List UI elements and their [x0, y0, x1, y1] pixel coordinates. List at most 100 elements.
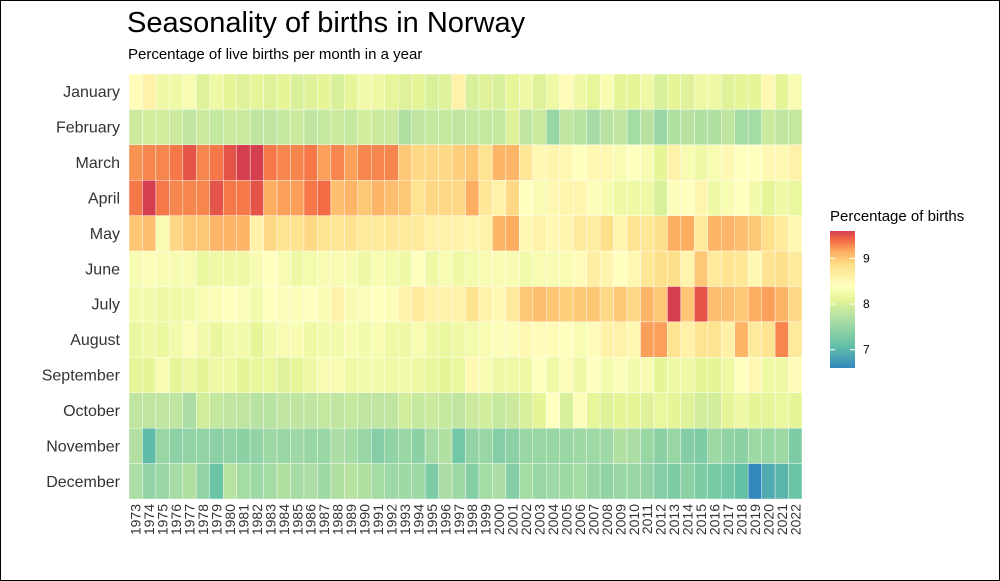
x-tick-label: 1996 [437, 504, 453, 535]
heatmap-cell [128, 427, 143, 464]
heatmap-cell [492, 286, 507, 323]
heatmap-cell [667, 392, 682, 429]
heatmap-cell [209, 286, 224, 323]
heatmap-cell [411, 180, 426, 216]
heatmap-cell [317, 427, 332, 464]
heatmap-cell [572, 180, 587, 216]
heatmap-cell [613, 215, 628, 252]
x-tick-label: 2016 [707, 504, 723, 535]
heatmap-cell [142, 286, 157, 323]
x-tick-label: 1984 [276, 504, 292, 535]
heatmap-cell [330, 286, 345, 323]
heatmap-cell [465, 109, 480, 146]
heatmap-cell [236, 427, 251, 464]
heatmap-cell [357, 215, 372, 252]
heatmap-cell [667, 215, 682, 252]
heatmap-cell [680, 357, 695, 393]
heatmap-cell [572, 286, 587, 323]
heatmap-cell [626, 109, 641, 146]
heatmap-cell [640, 286, 655, 323]
heatmap-cell [290, 73, 305, 110]
heatmap-cell [734, 109, 749, 146]
heatmap-cell [492, 250, 507, 287]
heatmap-cell [734, 144, 749, 181]
x-tick-label: 1980 [222, 504, 238, 535]
heatmap-cell [344, 427, 359, 464]
heatmap-cell [734, 215, 749, 252]
heatmap-cell [451, 357, 466, 393]
heatmap-cell [357, 392, 372, 429]
heatmap-cell [640, 180, 655, 216]
heatmap-cell [492, 144, 507, 181]
heatmap-cell [505, 392, 520, 429]
heatmap-cell [196, 392, 210, 429]
y-tick-label: March [76, 155, 120, 172]
heatmap-cell [142, 73, 157, 110]
heatmap-cell [249, 73, 264, 110]
heatmap-cell [438, 427, 453, 464]
heatmap-cell [694, 357, 708, 393]
heatmap-cell [317, 215, 332, 252]
heatmap-cell [398, 144, 412, 181]
heatmap-cell [276, 215, 291, 252]
heatmap-cell [761, 109, 776, 146]
x-tick-label: 1999 [478, 504, 494, 535]
heatmap-cell [519, 180, 534, 216]
heatmap-cell [680, 73, 695, 110]
heatmap-cell [357, 180, 372, 216]
heatmap-cell [128, 215, 143, 252]
heatmap-cell [276, 286, 291, 323]
heatmap-cell [761, 250, 776, 287]
heatmap-cell [734, 286, 749, 323]
heatmap-cell [667, 286, 682, 323]
heatmap-cell [128, 180, 143, 216]
heatmap-cell [196, 321, 210, 358]
heatmap-cell [236, 321, 251, 358]
heatmap-cell [290, 215, 305, 252]
heatmap-cell [721, 357, 735, 393]
heatmap-cell [169, 392, 184, 429]
heatmap-cell [344, 73, 359, 110]
heatmap-cell [626, 357, 641, 393]
heatmap-cell [774, 357, 789, 393]
x-tick-label: 1987 [316, 504, 332, 535]
heatmap-cell [465, 427, 480, 464]
heatmap-cell [599, 180, 614, 216]
heatmap-cell [640, 463, 655, 500]
heatmap-cell [357, 250, 372, 287]
heatmap-cell [694, 250, 708, 287]
x-tick-label: 2005 [558, 504, 574, 535]
x-tick-label: 1985 [289, 504, 305, 535]
heatmap-cell [626, 180, 641, 216]
heatmap-cell [532, 109, 547, 146]
heatmap-cell [182, 180, 197, 216]
heatmap-cell [505, 463, 520, 500]
x-tick-label: 1979 [208, 504, 224, 535]
heatmap-cell [505, 250, 520, 287]
heatmap-cell [774, 144, 789, 181]
heatmap-cell [478, 357, 493, 393]
x-tick-label: 2013 [666, 504, 682, 535]
heatmap-cell [424, 286, 439, 323]
heatmap-cell [182, 250, 197, 287]
heatmap-cell [734, 427, 749, 464]
heatmap-cell [694, 321, 708, 358]
heatmap-cell [599, 286, 614, 323]
heatmap-cell [155, 286, 170, 323]
heatmap-cell [398, 215, 412, 252]
heatmap-cell [438, 144, 453, 181]
x-tick-label: 1978 [195, 504, 211, 535]
heatmap-cell [653, 109, 668, 146]
heatmap-cell [613, 463, 628, 500]
heatmap-cell [465, 73, 480, 110]
x-tick-label: 1992 [383, 504, 399, 535]
heatmap-cell [667, 321, 682, 358]
heatmap-cell [438, 180, 453, 216]
heatmap-cell [532, 463, 547, 500]
legend-tick-label: 7 [863, 343, 870, 357]
heatmap-cell [142, 180, 157, 216]
heatmap-cell [290, 357, 305, 393]
heatmap-cell [774, 109, 789, 146]
x-tick-label: 2018 [733, 504, 749, 535]
heatmap-cell [236, 144, 251, 181]
